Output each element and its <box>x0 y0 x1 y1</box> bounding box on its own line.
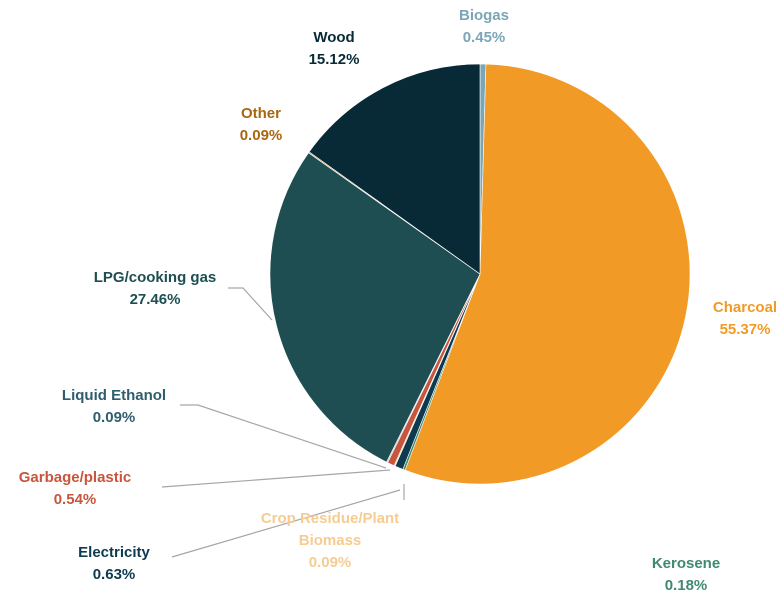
data-label-other: Other 0.09% <box>240 105 283 144</box>
data-label-name: Charcoal <box>713 299 777 316</box>
data-label-wood: Wood 15.12% <box>309 29 360 68</box>
data-label-electricity: Electricity 0.63% <box>78 544 150 583</box>
data-label-value: 0.54% <box>54 491 97 508</box>
pie-slice-lpg-cooking-gas <box>269 152 481 463</box>
pie-slice-wood <box>308 63 481 275</box>
data-label-value: 0.63% <box>93 566 136 583</box>
leader-line-liquid-ethanol <box>180 404 387 469</box>
data-label-name: Garbage/plastic <box>19 469 132 486</box>
leader-line-garbage-plastic <box>161 469 391 488</box>
data-label-biogas: Biogas 0.45% <box>459 7 509 46</box>
data-label-name: Crop Residue/Plant <box>261 510 399 527</box>
data-label-value: 0.09% <box>309 554 352 571</box>
data-label-value: 27.46% <box>130 291 181 308</box>
data-label-lpg-cooking-gas: LPG/cooking gas 27.46% <box>94 269 217 308</box>
data-label-name: Electricity <box>78 544 150 561</box>
data-label-name: LPG/cooking gas <box>94 269 217 286</box>
pie-slices <box>269 63 691 485</box>
data-label-name: Kerosene <box>652 555 720 572</box>
leader-lines <box>161 287 405 558</box>
pie-slice-charcoal <box>404 63 691 485</box>
data-labels: Biogas 0.45% Charcoal 55.37% Kerosene 0.18% El… <box>19 7 777 594</box>
data-label-liquid-ethanol: Liquid Ethanol 0.09% <box>62 387 166 426</box>
data-label-name: Biomass <box>299 532 362 549</box>
data-label-charcoal: Charcoal 55.37% <box>713 299 777 338</box>
data-label-value: 0.09% <box>93 409 136 426</box>
data-label-value: 15.12% <box>309 51 360 68</box>
data-label-name: Wood <box>313 29 354 46</box>
data-label-crop-residue-plant-biomass: Crop Residue/Plant Biomass 0.09% <box>261 510 399 571</box>
data-label-value: 0.45% <box>463 29 506 46</box>
data-label-kerosene: Kerosene 0.18% <box>652 555 720 594</box>
data-label-garbage-plastic: Garbage/plastic 0.54% <box>19 469 132 508</box>
data-label-name: Other <box>241 105 281 122</box>
leader-line-electricity <box>171 489 401 558</box>
data-label-value: 55.37% <box>720 321 771 338</box>
data-label-name: Biogas <box>459 7 509 24</box>
data-label-value: 0.18% <box>665 577 708 594</box>
data-label-name: Liquid Ethanol <box>62 387 166 404</box>
leader-line-lpg-cooking-gas <box>228 287 273 321</box>
data-label-value: 0.09% <box>240 127 283 144</box>
